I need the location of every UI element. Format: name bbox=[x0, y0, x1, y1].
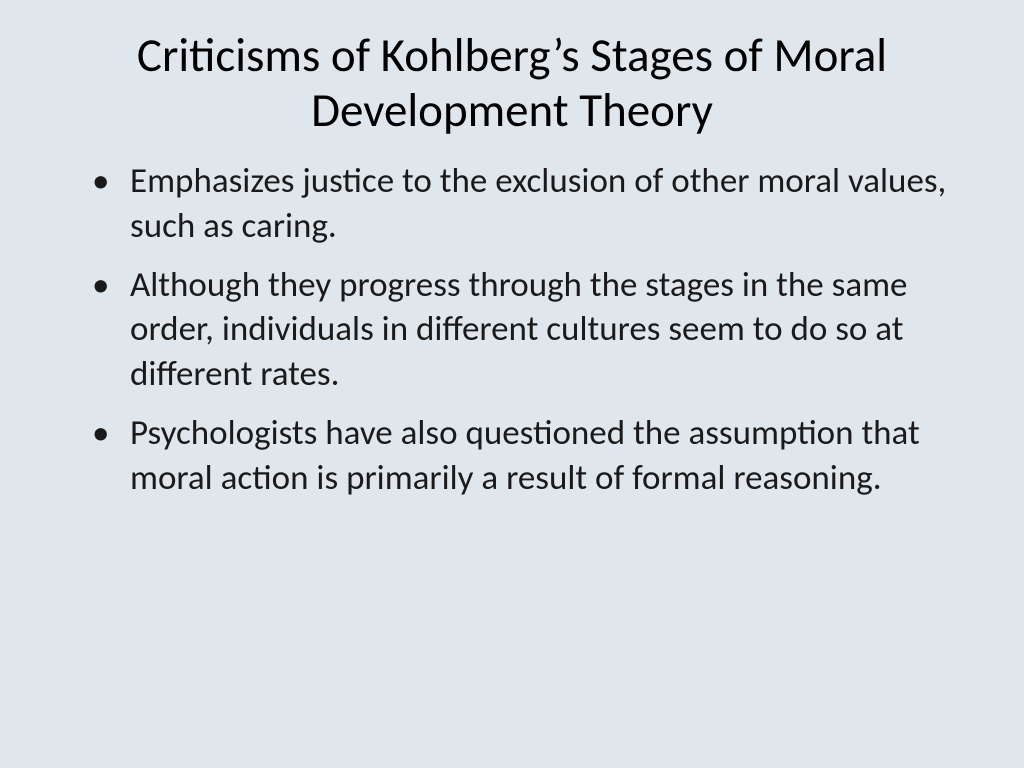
bullet-item: Psychologists have also questioned the a… bbox=[130, 411, 964, 501]
bullet-item: Although they progress through the stage… bbox=[130, 263, 964, 397]
slide-title: Criticisms of Kohlberg’s Stages of Moral… bbox=[60, 28, 964, 139]
bullet-item: Emphasizes justice to the exclusion of o… bbox=[130, 159, 964, 249]
bullet-list: Emphasizes justice to the exclusion of o… bbox=[60, 159, 964, 501]
slide-container: Criticisms of Kohlberg’s Stages of Moral… bbox=[0, 0, 1024, 768]
